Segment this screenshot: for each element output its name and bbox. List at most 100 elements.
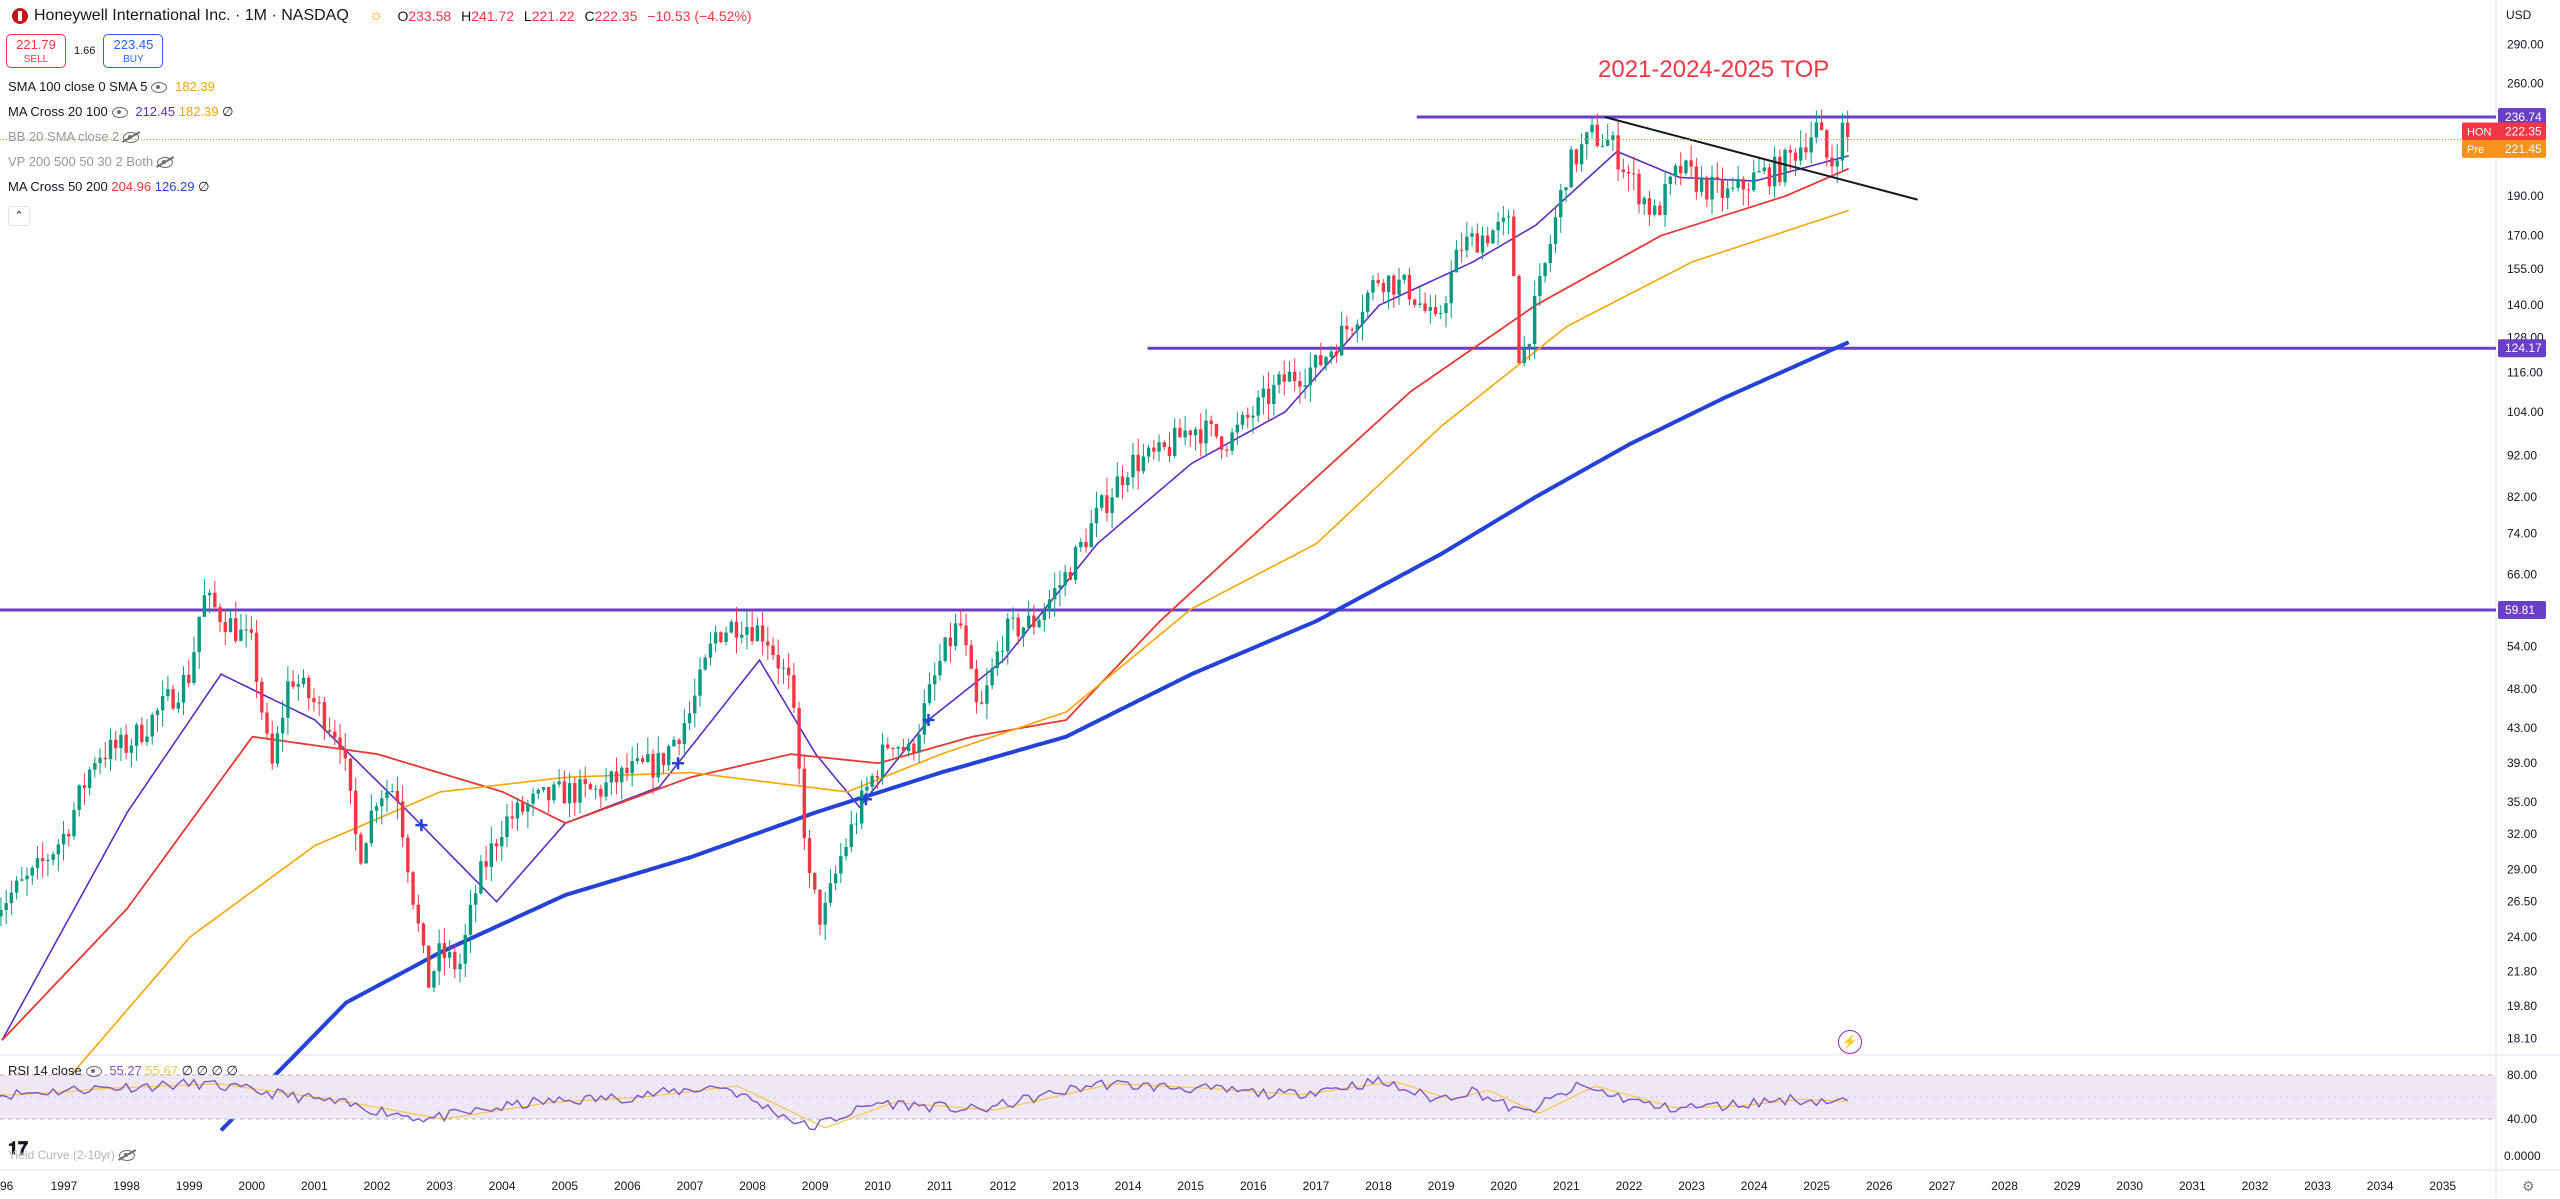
- candle-body: [1746, 189, 1751, 191]
- candle-body: [1079, 542, 1083, 548]
- candle-body: [1266, 388, 1271, 404]
- flash-alert-icon[interactable]: ⚡: [1838, 1030, 1862, 1054]
- candle-body: [766, 641, 770, 646]
- candle-body: [896, 747, 900, 749]
- candle-body: [1725, 188, 1730, 198]
- candle-body: [1126, 477, 1130, 486]
- candle-body: [635, 758, 640, 761]
- yield-curve-legend[interactable]: Yield Curve (2-10yr): [8, 1148, 139, 1162]
- candle-body: [786, 667, 791, 676]
- time-axis-tick-27: 2023: [1678, 1179, 1705, 1193]
- candle-body: [828, 883, 833, 903]
- candle-body: [1397, 279, 1401, 295]
- candle-body: [286, 681, 290, 718]
- candle-body: [333, 731, 337, 738]
- candle-body: [745, 626, 749, 635]
- price-axis-tick-15: 66.00: [2507, 568, 2537, 582]
- trade-panel: 221.79 SELL 1.66 223.45 BUY: [6, 34, 164, 68]
- price-axis-tick-28: 18.10: [2507, 1031, 2537, 1045]
- candle-body: [234, 618, 238, 641]
- candle-body: [959, 623, 963, 626]
- candle-body: [327, 730, 332, 732]
- chart-annotation[interactable]: 2021-2024-2025 TOP: [1598, 56, 1830, 83]
- candle-body: [1433, 307, 1438, 314]
- candle-body: [1334, 351, 1339, 356]
- candle-body: [1157, 442, 1161, 452]
- candle-body: [578, 779, 582, 803]
- candle-body: [849, 824, 853, 847]
- candle-body: [484, 861, 488, 867]
- price-axis-tick-26: 21.80: [2507, 965, 2537, 979]
- candle-body: [1131, 454, 1135, 478]
- hidden-eye-icon[interactable]: [157, 157, 174, 169]
- buy-button[interactable]: 223.45 BUY: [103, 34, 164, 68]
- time-axis-tick-25: 2021: [1553, 1179, 1580, 1193]
- candle-body: [536, 790, 540, 794]
- candle-body: [1308, 367, 1313, 386]
- candle-body: [56, 844, 61, 855]
- candle-body: [1814, 122, 1819, 138]
- time-axis-tick-21: 2017: [1303, 1179, 1330, 1193]
- candle-body: [453, 951, 457, 970]
- candle-body: [1287, 371, 1292, 382]
- sell-button[interactable]: 221.79 SELL: [6, 34, 66, 68]
- candle-body: [1016, 617, 1020, 637]
- hidden-eye-icon[interactable]: [118, 1150, 135, 1162]
- time-axis-tick-6: 2002: [364, 1179, 391, 1193]
- time-axis-tick-38: 2034: [2367, 1179, 2394, 1193]
- tradingview-logo-icon[interactable]: 𝟏𝟕: [8, 1138, 29, 1158]
- hidden-eye-icon[interactable]: [123, 132, 140, 144]
- candle-body: [150, 714, 154, 737]
- candle-body: [1141, 456, 1146, 472]
- candle-body: [338, 737, 342, 750]
- indicator-bollinger-bands[interactable]: BB 20 SMA close 2: [8, 129, 143, 144]
- candle-body: [760, 625, 765, 642]
- candle-body: [124, 734, 128, 753]
- candle-body: [1757, 171, 1761, 173]
- visibility-eye-icon[interactable]: [151, 82, 168, 94]
- candle-body: [724, 632, 728, 642]
- candle-body: [1710, 176, 1714, 200]
- rsi-axis-tick-40: 40.00: [2507, 1112, 2537, 1126]
- candle-body: [395, 791, 400, 802]
- indicator-sma100[interactable]: SMA 100 close 0 SMA 5 182.39: [8, 79, 215, 94]
- currency-label[interactable]: USD: [2506, 8, 2532, 22]
- candle-body: [1345, 325, 1349, 330]
- rsi-line: [0, 1075, 1848, 1131]
- candle-body: [171, 689, 175, 709]
- price-axis-tick-17: 54.00: [2507, 640, 2537, 654]
- candle-body: [1684, 160, 1688, 174]
- candle-body: [886, 744, 890, 748]
- candle-body: [614, 771, 619, 783]
- visibility-eye-icon[interactable]: [111, 107, 128, 119]
- candle-body: [1694, 166, 1699, 192]
- indicator-ma-cross-20-100[interactable]: MA Cross 20 100 212.45 182.39 ∅: [8, 104, 234, 119]
- price-axis-tick-8: 140.00: [2507, 298, 2544, 312]
- candle-body: [609, 771, 614, 783]
- candle-body: [1042, 610, 1046, 621]
- candle-body: [1423, 303, 1427, 311]
- candle-body: [447, 951, 452, 958]
- level-tag-bg-1: [2498, 339, 2546, 358]
- candle-body: [207, 592, 212, 596]
- candle-body: [912, 743, 916, 753]
- time-axis-tick-32: 2028: [1991, 1179, 2018, 1193]
- candle-body: [974, 668, 979, 703]
- candle-body: [98, 757, 102, 764]
- indicator-ma-cross-50-200[interactable]: MA Cross 50 200 204.96 126.29 ∅: [8, 179, 210, 194]
- price-axis-tick-7: 155.00: [2507, 262, 2544, 276]
- price-axis-tick-19: 43.00: [2507, 721, 2537, 735]
- visibility-eye-icon[interactable]: [85, 1066, 102, 1078]
- candle-body: [557, 781, 561, 785]
- candle-body: [489, 843, 494, 867]
- time-axis-tick-13: 2009: [802, 1179, 829, 1193]
- candle-body: [296, 684, 301, 687]
- collapse-indicators-chevron-up-icon[interactable]: ⌃: [8, 206, 30, 226]
- candle-body: [468, 904, 473, 935]
- candle-body: [1319, 355, 1323, 366]
- symbol-title[interactable]: Honeywell International Inc. · 1M · NASD…: [34, 7, 349, 24]
- indicator-volume-profile[interactable]: VP 200 500 50 30 2 Both: [8, 154, 177, 169]
- rsi-legend[interactable]: RSI 14 close 55.27 55.67 ∅ ∅ ∅ ∅: [8, 1063, 238, 1078]
- settings-gear-icon[interactable]: ⚙: [2522, 1178, 2535, 1194]
